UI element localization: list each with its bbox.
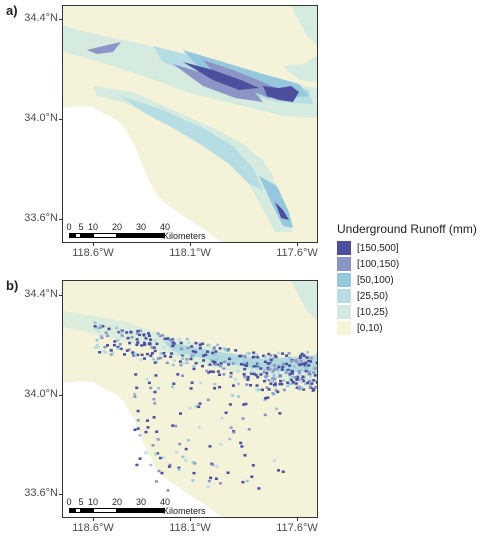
legend-item: [0,10) [337,320,477,336]
legend-title: Underground Runoff (mm) [337,222,477,236]
legend-swatch [337,289,351,303]
legend-label: [100,150) [357,258,400,270]
legend-item: [25,50) [337,288,477,304]
panel-b-lon-tick-3: 117.6°W [276,522,318,534]
scalebar-tick: 30 [135,222,147,232]
panel-b-scalebar: 0 5 10 20 30 40 Kilometers [66,497,227,516]
scalebar-tick: 40 [159,222,171,232]
panel-b-lat-tick-3: 33.6°N [24,487,58,499]
scalebar-tick: 40 [159,497,171,507]
legend-swatch [337,273,351,287]
legend-label: [150,500] [357,242,399,254]
legend-item: [100,150) [337,256,477,272]
legend-label: [50,100) [357,274,394,286]
scalebar-tick: 20 [111,222,123,232]
legend-label: [25,50) [357,290,389,302]
legend-swatch [337,257,351,271]
panel-a-lat-tick-3: 33.6°N [24,212,58,224]
panel-a-lon-tick-3: 117.6°W [276,247,318,259]
panel-a-lat-tick-2: 34.0°N [24,112,58,124]
scalebar-tick: 20 [111,497,123,507]
panel-a-lon-tick-1: 118.6°W [72,247,114,259]
legend: Underground Runoff (mm) [150,500] [100,1… [337,222,477,336]
scalebar-tick: 10 [87,222,99,232]
scalebar-tick: 10 [87,497,99,507]
legend-swatch [337,305,351,319]
panel-a-scalebar: 0 5 10 20 30 40 Kilometers [66,222,227,241]
panel-b-lon-tick-1: 118.6°W [72,522,114,534]
legend-label: [0,10) [357,322,383,334]
legend-item: [150,500] [337,240,477,256]
panel-b-lat-tick-1: 34.4°N [24,288,58,300]
scalebar-unit: Kilometers [163,231,206,241]
scalebar-tick: 5 [78,497,84,507]
panel-b-label: b) [6,278,19,293]
panel-b-lon-tick-2: 118.1°W [169,522,211,534]
panel-a-lat-tick-1: 34.4°N [24,12,58,24]
scalebar-tick: 0 [66,222,72,232]
legend-label: [10,25) [357,306,389,318]
legend-swatch [337,321,351,335]
scalebar-tick: 30 [135,497,147,507]
legend-swatch [337,241,351,255]
panel-a-map: 0 5 10 20 30 40 Kilometers [62,5,318,243]
panel-b-lat-tick-2: 34.0°N [24,388,58,400]
scalebar-unit: Kilometers [163,506,206,516]
legend-item: [50,100) [337,272,477,288]
panel-b-map: 0 5 10 20 30 40 Kilometers [62,280,318,518]
scalebar-tick: 5 [78,222,84,232]
panel-a-lon-tick-2: 118.1°W [169,247,211,259]
legend-item: [10,25) [337,304,477,320]
scalebar-tick: 0 [66,497,72,507]
panel-a-label: a) [6,3,18,18]
